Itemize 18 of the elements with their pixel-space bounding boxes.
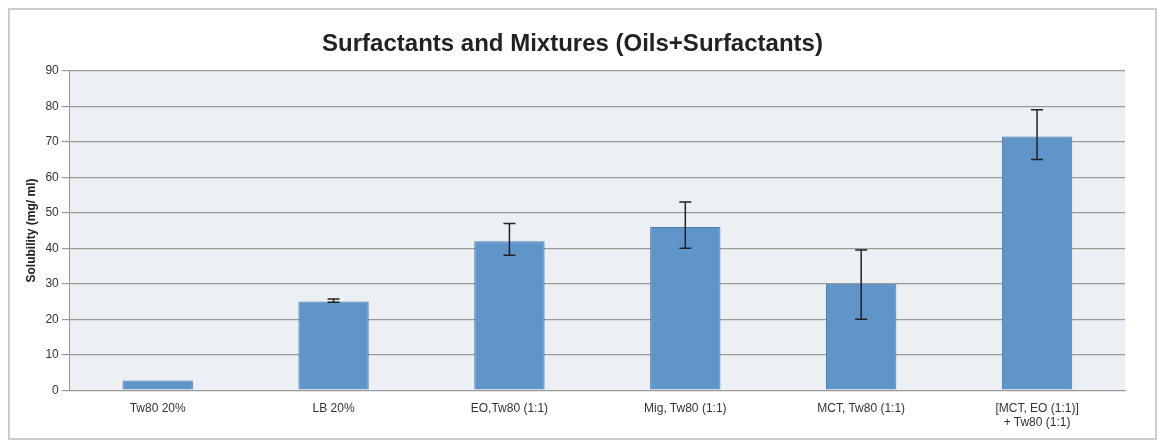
y-tick-label: 80 [45, 98, 60, 113]
x-tick-label: LB 20% [312, 400, 355, 415]
x-tick-label: MCT, Tw80 (1:1) [817, 400, 906, 415]
x-tick-label: [MCT, EO (1:1)] + Tw80 (1:1) [995, 400, 1079, 430]
x-tick-label: Tw80 20% [129, 400, 187, 415]
chart-title: Surfactants and Mixtures (Oils+Surfactants) [322, 29, 823, 57]
x-tick-label: EO,Tw80 (1:1) [470, 400, 549, 415]
y-axis-title: Solubility (mg/ ml) [23, 178, 38, 283]
y-tick-label: 10 [45, 347, 60, 362]
y-tick-label: 70 [45, 134, 60, 149]
y-tick-label: 20 [45, 311, 60, 326]
y-tick-label: 50 [45, 205, 60, 220]
y-tick-label: 60 [45, 169, 60, 184]
y-tick-label: 0 [52, 382, 60, 397]
y-tick-label: 90 [45, 63, 60, 78]
x-tick-label: Mig, Tw80 (1:1) [644, 400, 727, 415]
y-tick-label: 40 [45, 240, 60, 255]
y-tick-label: 30 [45, 276, 60, 291]
